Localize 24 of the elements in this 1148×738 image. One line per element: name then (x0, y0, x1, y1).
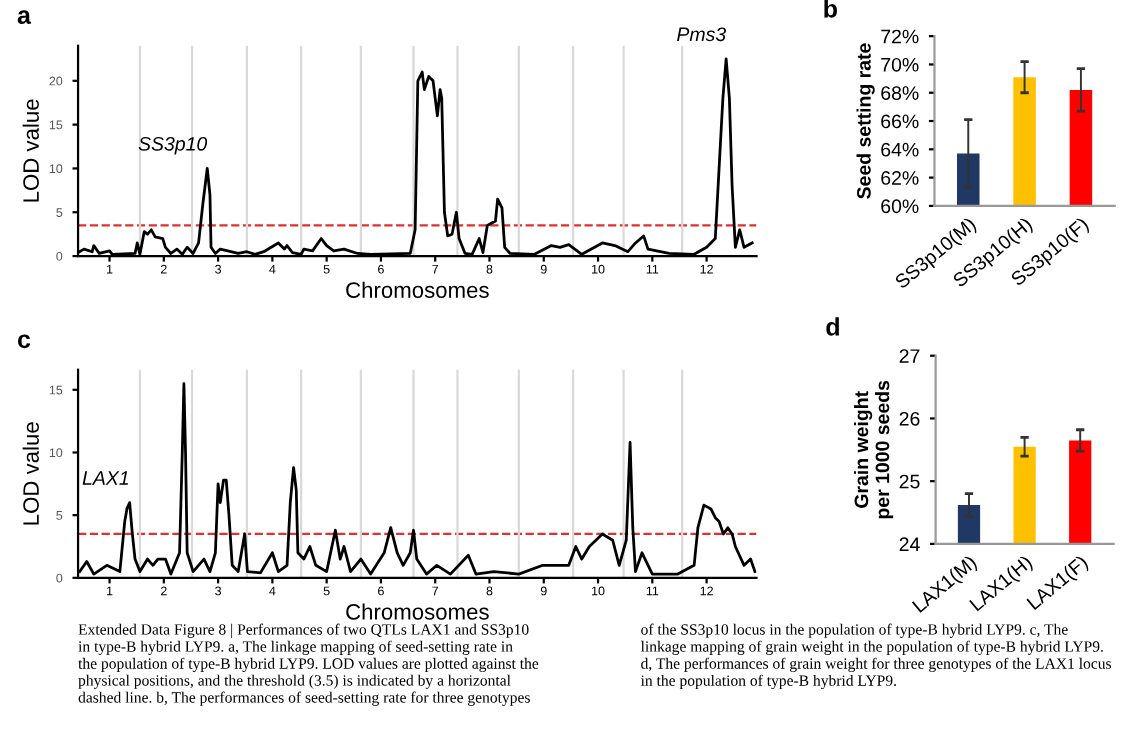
x-axis-title: Chromosomes (346, 603, 489, 620)
chart-title: d (826, 317, 839, 336)
y-axis-title: LOD value (22, 99, 39, 202)
annotation: SS3p10 (138, 136, 208, 155)
y-tick-label: 70% (881, 57, 919, 72)
y-axis-title: Grain weight per 1000 seeds (854, 380, 894, 519)
y-tick-label: 25 (899, 474, 920, 489)
x-axis-title: Chromosomes (346, 281, 489, 298)
y-tick-label: 24 (899, 537, 920, 551)
chart-title: a (17, 10, 32, 24)
y-axis-title: Seed setting rate (856, 43, 875, 199)
chart-title: b (824, 0, 837, 18)
y-tick-label: 62% (881, 171, 919, 185)
y-axis-title: LOD value (22, 422, 39, 525)
y-tick-label: 27 (899, 349, 920, 363)
y-tick-label: 68% (881, 86, 919, 100)
annotation: Pms3 (677, 27, 726, 42)
chart-title: c (17, 334, 31, 349)
y-tick-label: 66% (881, 114, 919, 129)
y-tick-label: 64% (881, 142, 919, 157)
y-tick-label: 26 (899, 411, 920, 426)
y-tick-label: 60% (881, 199, 919, 214)
y-tick-label: 72% (881, 29, 919, 44)
annotation: LAX1 (82, 471, 128, 485)
